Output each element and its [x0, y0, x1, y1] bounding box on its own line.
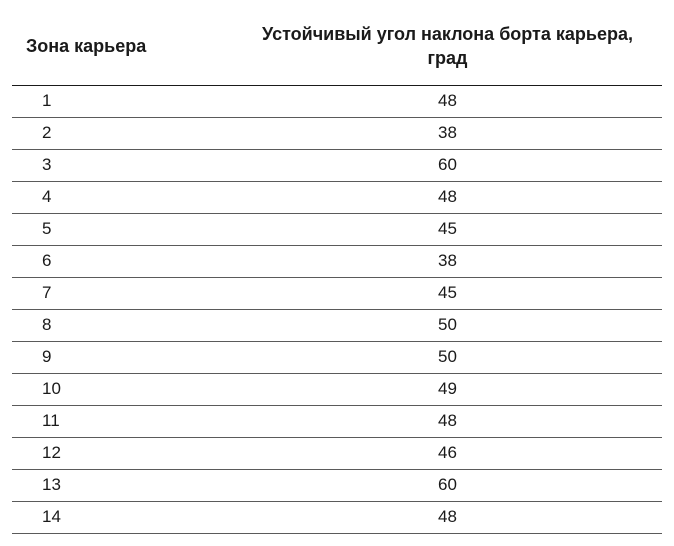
cell-angle: 45	[233, 277, 662, 309]
table-row: 2 38	[12, 117, 662, 149]
cell-zone: 4	[12, 181, 233, 213]
table-row: 7 45	[12, 277, 662, 309]
cell-angle: 50	[233, 309, 662, 341]
cell-angle: 48	[233, 181, 662, 213]
cell-zone: 13	[12, 469, 233, 501]
cell-zone: 5	[12, 213, 233, 245]
table-row: 14 48	[12, 501, 662, 533]
cell-angle: 60	[233, 149, 662, 181]
table-row: 8 50	[12, 309, 662, 341]
cell-angle: 60	[233, 469, 662, 501]
quarry-zone-table: Зона карьера Устойчивый угол наклона бор…	[12, 12, 662, 534]
cell-zone: 8	[12, 309, 233, 341]
cell-angle: 46	[233, 437, 662, 469]
table-row: 5 45	[12, 213, 662, 245]
table-row: 1 48	[12, 85, 662, 117]
table-row: 13 60	[12, 469, 662, 501]
cell-angle: 38	[233, 117, 662, 149]
cell-angle: 48	[233, 405, 662, 437]
cell-angle: 48	[233, 501, 662, 533]
table-row: 9 50	[12, 341, 662, 373]
table-body: 1 48 2 38 3 60 4 48 5 45 6 38 7 45 8 50	[12, 85, 662, 533]
cell-zone: 12	[12, 437, 233, 469]
column-header-zone: Зона карьера	[12, 12, 233, 85]
cell-zone: 14	[12, 501, 233, 533]
table-row: 11 48	[12, 405, 662, 437]
cell-zone: 1	[12, 85, 233, 117]
cell-angle: 38	[233, 245, 662, 277]
cell-zone: 11	[12, 405, 233, 437]
cell-zone: 6	[12, 245, 233, 277]
table-row: 10 49	[12, 373, 662, 405]
table-header-row: Зона карьера Устойчивый угол наклона бор…	[12, 12, 662, 85]
cell-zone: 2	[12, 117, 233, 149]
cell-zone: 9	[12, 341, 233, 373]
cell-zone: 3	[12, 149, 233, 181]
cell-angle: 45	[233, 213, 662, 245]
table-row: 12 46	[12, 437, 662, 469]
cell-angle: 50	[233, 341, 662, 373]
cell-zone: 10	[12, 373, 233, 405]
column-header-angle: Устойчивый угол наклона борта карьера, г…	[233, 12, 662, 85]
cell-angle: 49	[233, 373, 662, 405]
table-row: 6 38	[12, 245, 662, 277]
table-row: 3 60	[12, 149, 662, 181]
table-row: 4 48	[12, 181, 662, 213]
cell-angle: 48	[233, 85, 662, 117]
cell-zone: 7	[12, 277, 233, 309]
